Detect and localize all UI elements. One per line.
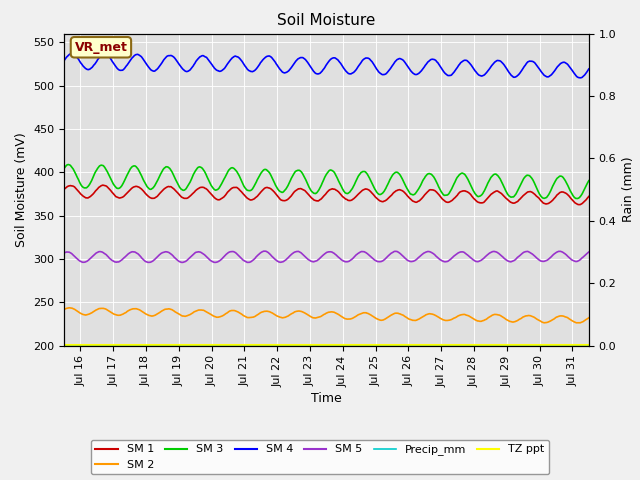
Y-axis label: Rain (mm): Rain (mm) [622, 157, 635, 222]
SM 2 [513, 318, 520, 324]
SM 3 [365, 175, 373, 181]
Precip_mm [585, 343, 593, 348]
Precip_mm [60, 343, 68, 348]
TZ ppt [60, 343, 68, 348]
SM 5 [396, 250, 403, 256]
SM 1 [99, 182, 107, 188]
SM 3 [459, 170, 467, 176]
TZ ppt [365, 343, 372, 348]
Precip_mm [394, 343, 402, 348]
SM 3 [380, 190, 387, 195]
Line: SM 3: SM 3 [64, 165, 589, 199]
SM 4 [92, 59, 100, 65]
SM 2 [459, 312, 467, 317]
SM 4 [577, 75, 584, 81]
SM 3 [585, 178, 593, 183]
SM 2 [365, 311, 373, 317]
SM 1 [585, 193, 593, 199]
SM 1 [575, 202, 583, 207]
SM 4 [60, 58, 68, 64]
SM 5 [460, 249, 467, 255]
Line: SM 4: SM 4 [64, 54, 589, 78]
SM 2 [380, 317, 387, 323]
SM 4 [459, 59, 467, 64]
SM 4 [380, 72, 387, 77]
SM 3 [93, 167, 100, 173]
SM 4 [585, 66, 593, 72]
SM 4 [395, 56, 403, 61]
Line: SM 1: SM 1 [64, 185, 589, 204]
SM 3 [395, 171, 403, 177]
SM 5 [260, 248, 268, 254]
SM 5 [60, 250, 68, 256]
Precip_mm [379, 343, 387, 348]
SM 4 [365, 56, 373, 62]
SM 2 [93, 307, 100, 312]
Title: Soil Moisture: Soil Moisture [277, 13, 376, 28]
TZ ppt [458, 343, 466, 348]
SM 5 [244, 260, 252, 265]
SM 5 [380, 257, 388, 263]
SM 2 [585, 315, 593, 321]
Precip_mm [458, 343, 466, 348]
Text: VR_met: VR_met [74, 41, 127, 54]
Line: SM 2: SM 2 [64, 308, 589, 323]
Precip_mm [365, 343, 372, 348]
Line: SM 5: SM 5 [64, 251, 589, 263]
SM 2 [60, 307, 68, 312]
X-axis label: Time: Time [311, 392, 342, 405]
TZ ppt [92, 343, 100, 348]
SM 3 [573, 196, 581, 202]
SM 1 [513, 199, 520, 205]
SM 3 [60, 166, 68, 171]
SM 3 [513, 190, 520, 196]
SM 5 [585, 249, 593, 255]
SM 5 [366, 253, 374, 259]
TZ ppt [379, 343, 387, 348]
Precip_mm [92, 343, 100, 348]
Legend: SM 1, SM 2, SM 3, SM 4, SM 5, Precip_mm, TZ ppt: SM 1, SM 2, SM 3, SM 4, SM 5, Precip_mm,… [91, 440, 549, 474]
TZ ppt [585, 343, 593, 348]
Precip_mm [512, 343, 520, 348]
TZ ppt [394, 343, 402, 348]
Y-axis label: Soil Moisture (mV): Soil Moisture (mV) [15, 132, 28, 247]
SM 5 [92, 250, 100, 256]
SM 1 [92, 187, 100, 193]
SM 1 [60, 187, 68, 192]
SM 1 [380, 199, 387, 204]
SM 5 [513, 255, 521, 261]
SM 4 [513, 73, 520, 79]
SM 2 [395, 311, 403, 316]
SM 2 [573, 320, 581, 326]
SM 1 [459, 188, 467, 194]
SM 2 [65, 305, 73, 311]
SM 4 [101, 51, 109, 57]
SM 3 [65, 162, 72, 168]
TZ ppt [512, 343, 520, 348]
SM 1 [365, 188, 373, 193]
SM 1 [395, 187, 403, 192]
